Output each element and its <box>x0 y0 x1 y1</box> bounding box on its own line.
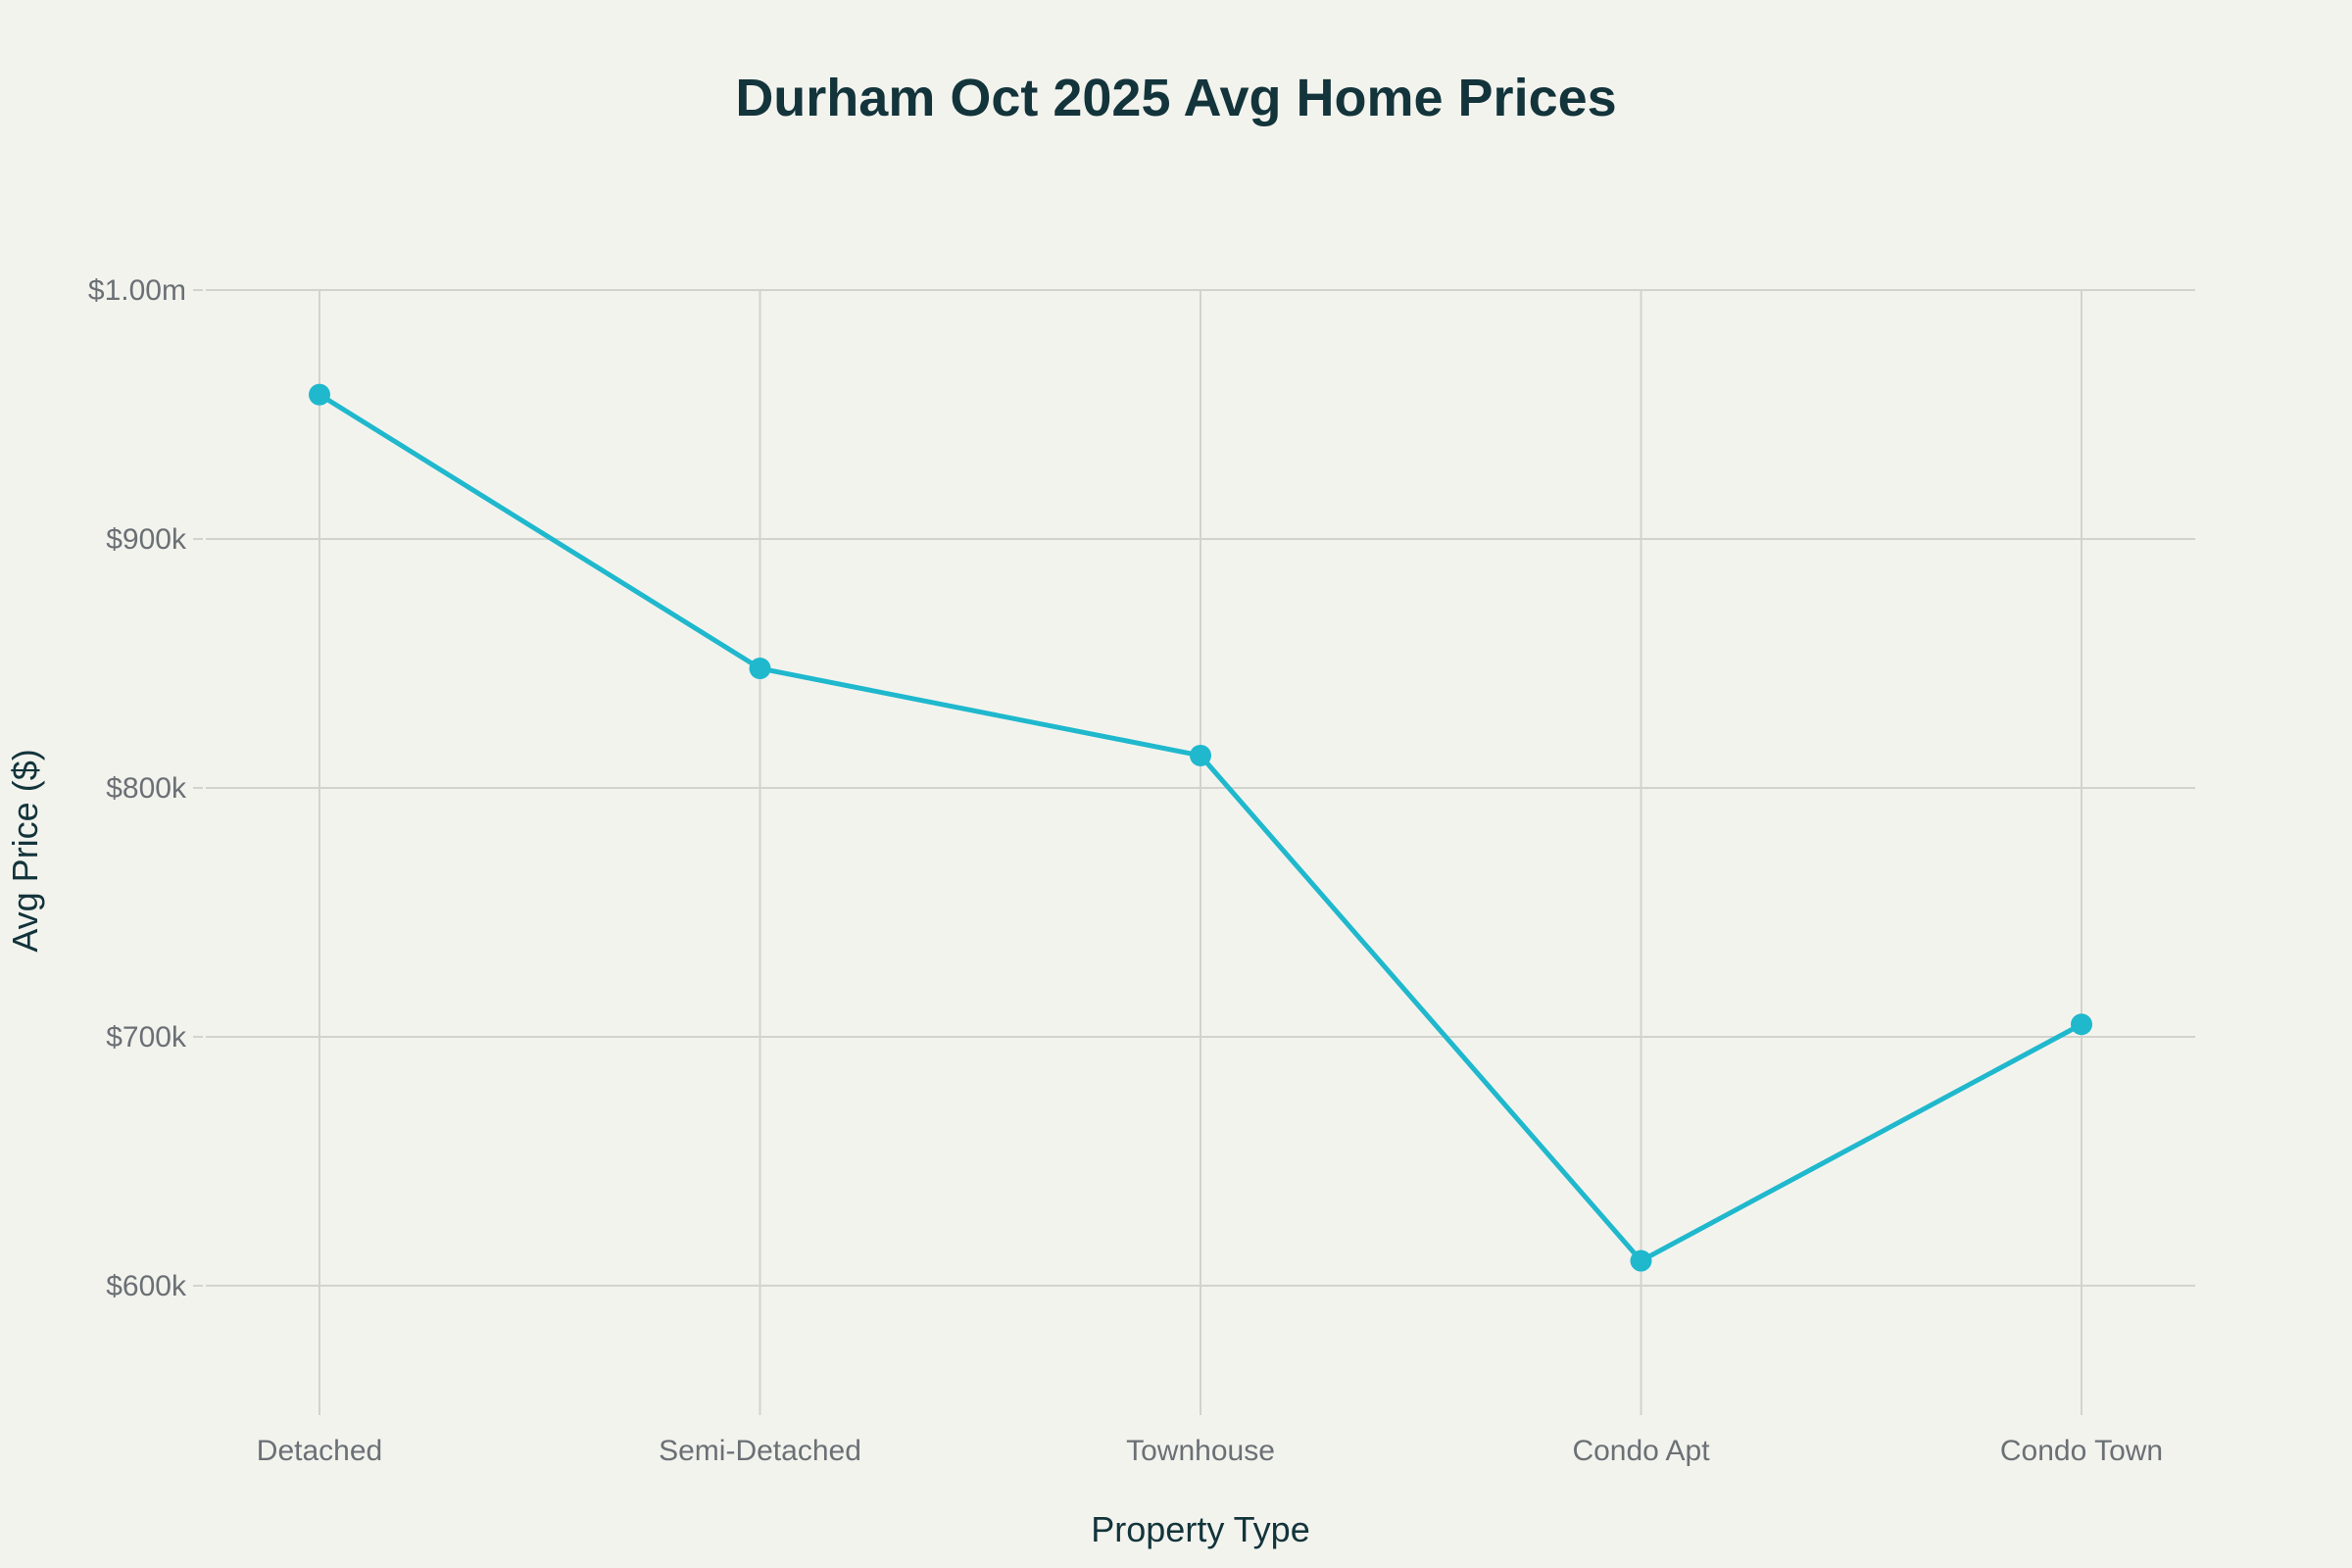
data-point-condo-apt <box>1630 1250 1652 1272</box>
y-tick-label: $700k <box>106 1021 187 1054</box>
data-point-semi-detached <box>749 658 771 680</box>
x-tick-label: Semi-Detached <box>659 1435 861 1467</box>
gridlines <box>206 289 2195 1415</box>
y-tick-label: $800k <box>106 772 187 805</box>
chart-title: Durham Oct 2025 Avg Home Prices <box>735 69 1616 127</box>
y-axis-ticks: $600k $700k $800k $900k $1.00m <box>88 274 203 1302</box>
x-tick-label: Townhouse <box>1126 1435 1275 1467</box>
x-axis-title: Property Type <box>1091 1509 1309 1549</box>
series-avg-price <box>309 383 2092 1272</box>
y-tick-label: $1.00m <box>88 274 186 307</box>
x-tick-label: Detached <box>257 1435 382 1467</box>
y-axis-title: Avg Price ($) <box>5 749 45 952</box>
data-point-detached <box>309 383 330 406</box>
y-tick-label: $900k <box>106 523 187 556</box>
data-point-townhouse <box>1190 744 1211 766</box>
data-point-condo-town <box>2071 1013 2092 1036</box>
x-tick-label: Condo Apt <box>1572 1435 1710 1467</box>
y-tick-label: $600k <box>106 1270 187 1302</box>
x-axis-ticks: Detached Semi-Detached Townhouse Condo Apt C… <box>257 1435 2163 1467</box>
x-tick-label: Condo Town <box>2000 1435 2163 1467</box>
